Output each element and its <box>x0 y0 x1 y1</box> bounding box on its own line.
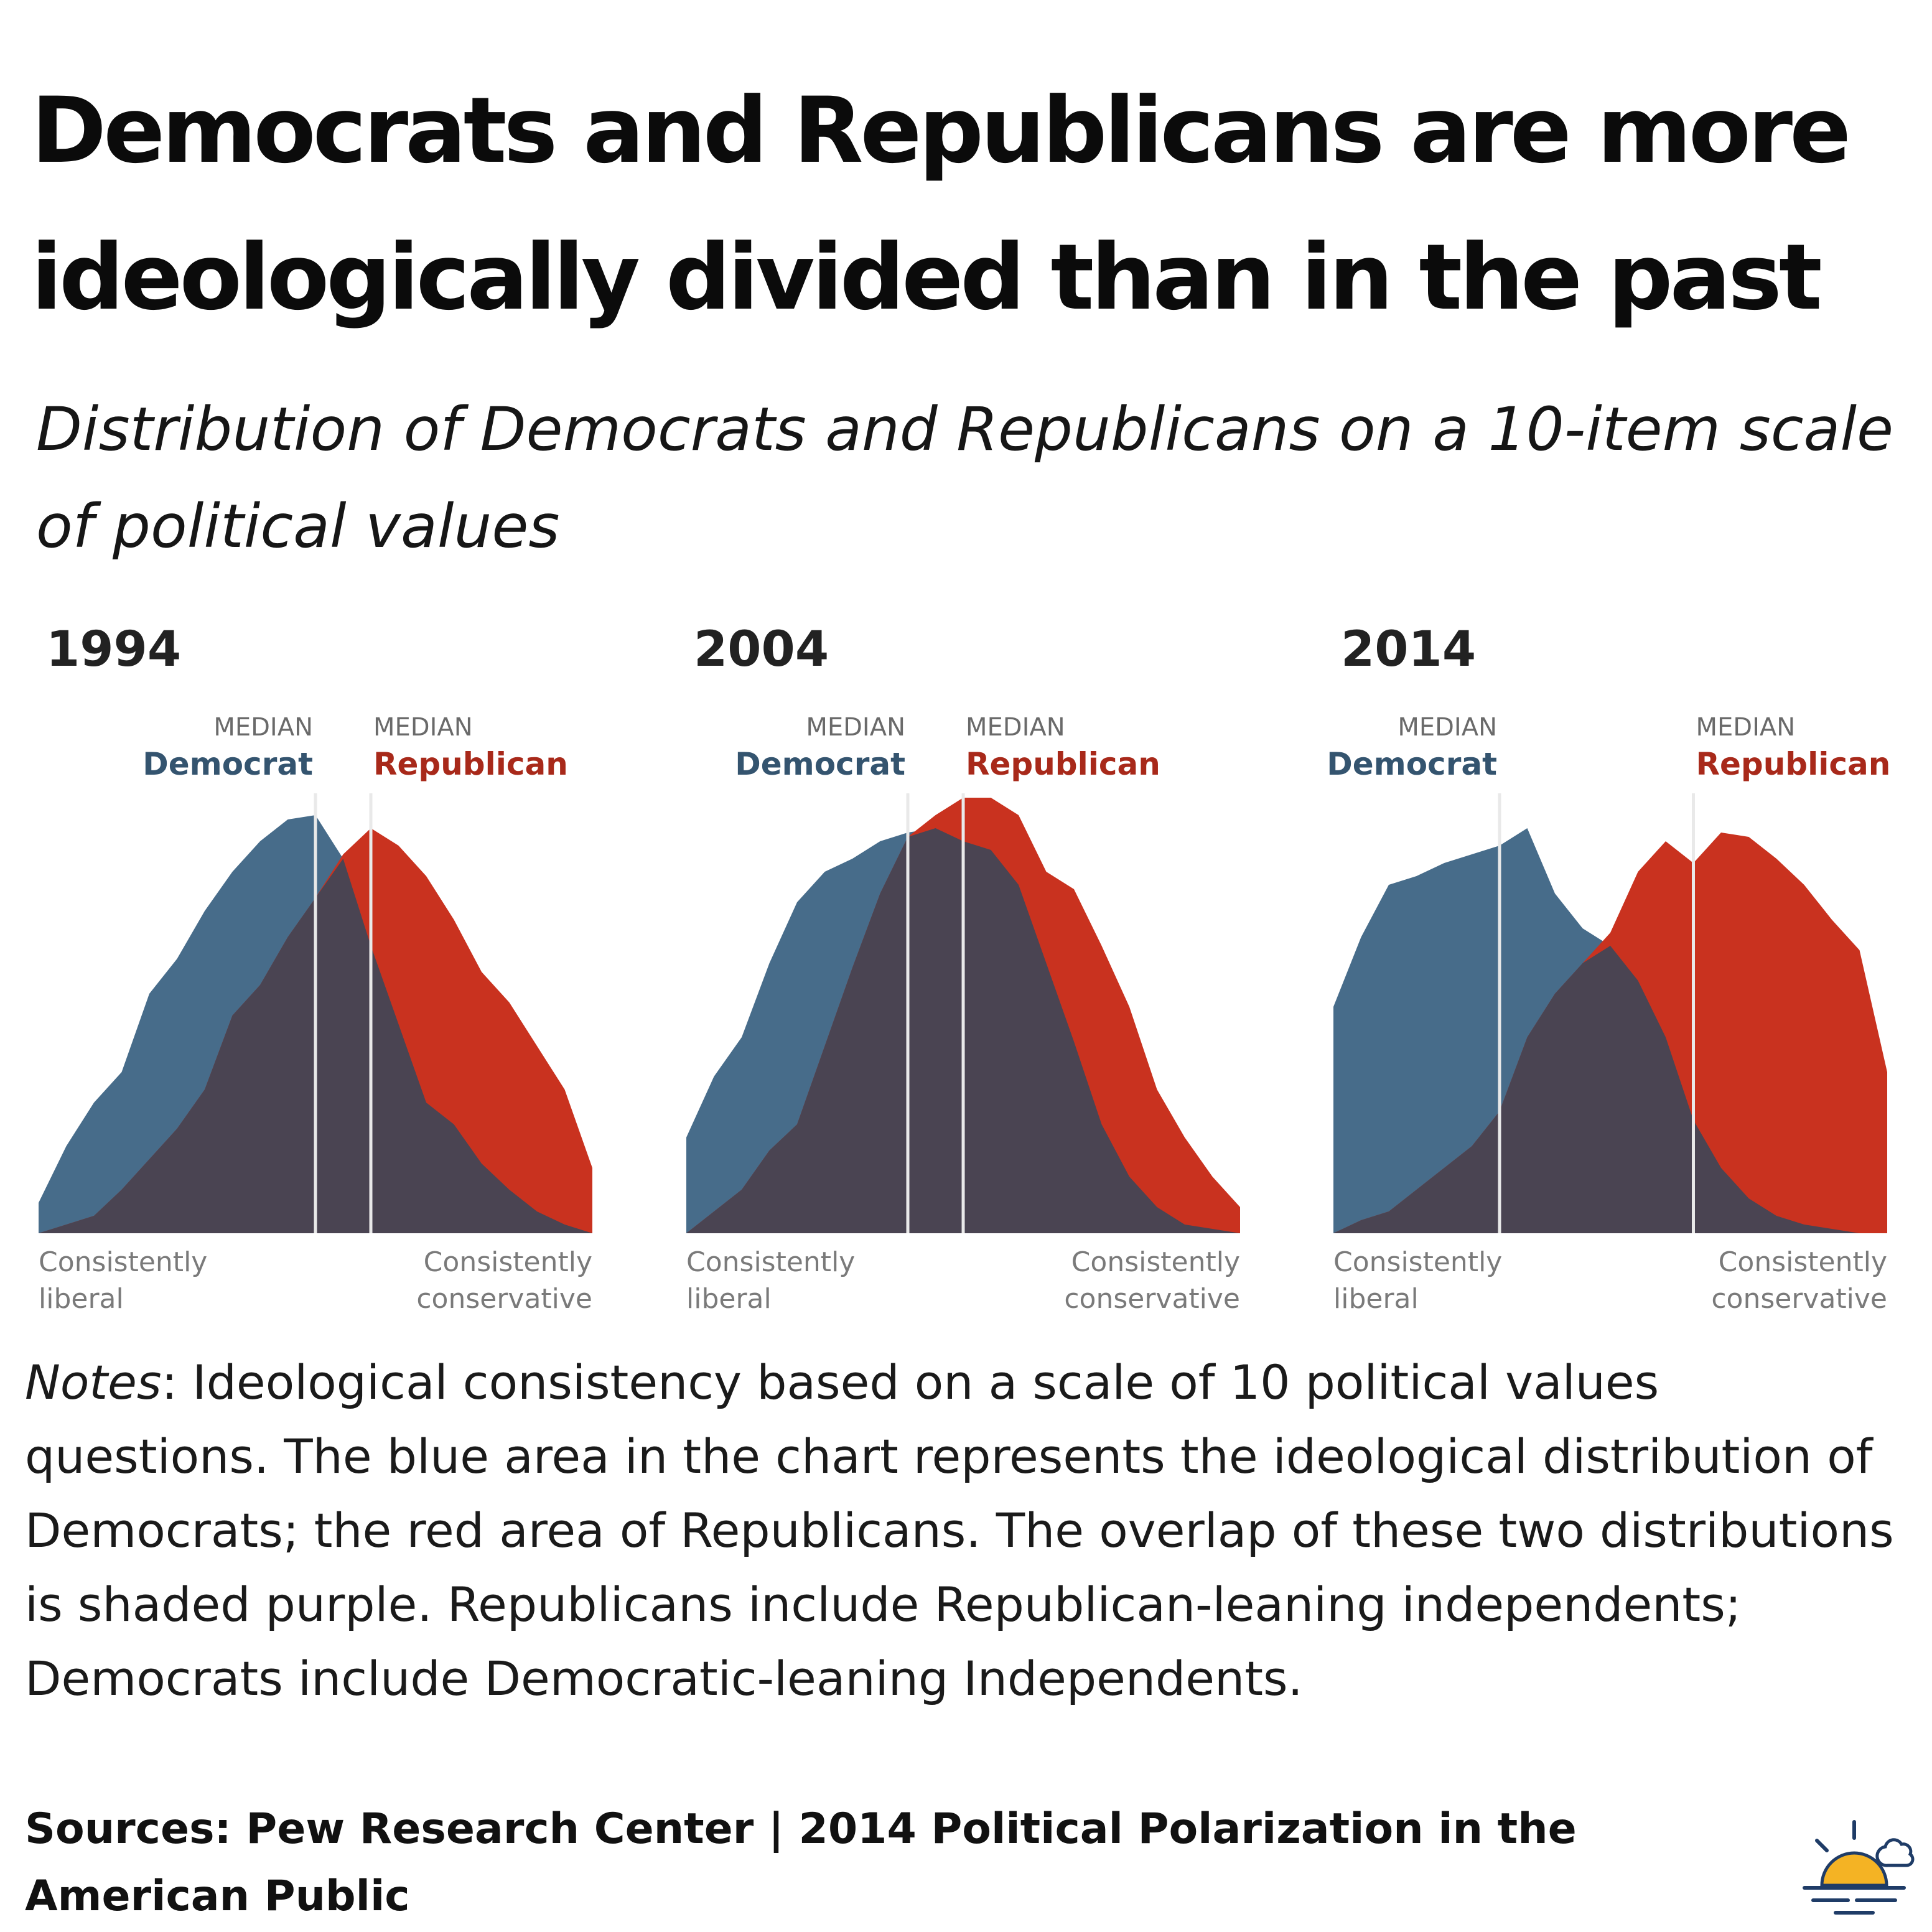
axis-label-conservative: Consistently <box>424 1246 592 1278</box>
republican-label: Republican <box>373 746 568 782</box>
chart-panel-2014 <box>1333 793 1887 1233</box>
democrat-label: Democrat <box>1327 746 1497 782</box>
chart-subtitle: Distribution of Democrats and Republican… <box>36 394 1894 561</box>
axis-label-conservative: Consistently <box>1071 1246 1240 1278</box>
chart-year-label: 1994 <box>46 622 181 678</box>
notes-lead: Notes <box>25 1355 162 1410</box>
median-label-republican: MEDIAN <box>1696 713 1796 742</box>
page-title: Democrats and Republicans are more ideol… <box>31 78 1851 330</box>
distribution-charts: 1994 MEDIAN Democrat MEDIAN Republican Consis… <box>39 622 1891 1315</box>
democrat-label: Democrat <box>735 746 905 782</box>
axis-label-conservative: conservative <box>416 1283 592 1315</box>
axis-label-conservative: Consistently <box>1719 1246 1887 1278</box>
median-label-republican: MEDIAN <box>966 713 1065 742</box>
axis-label-liberal: liberal <box>686 1283 772 1315</box>
republican-label: Republican <box>1696 746 1891 782</box>
axis-label-liberal: Consistently <box>1333 1246 1502 1278</box>
chart-panel-1994 <box>39 793 592 1233</box>
chart-year-label: 2014 <box>1341 622 1476 678</box>
sources: Sources: Pew Research Center | 2014 Poli… <box>25 1804 1577 1921</box>
notes-body: : Ideological consistency based on a sca… <box>25 1355 1894 1706</box>
median-label-democrat: MEDIAN <box>806 713 905 742</box>
notes: Notes: Ideological consistency based on … <box>25 1345 1916 1715</box>
sunrise-cloud-icon <box>1803 1820 1915 1915</box>
democrat-label: Democrat <box>142 746 313 782</box>
chart-year-label: 2004 <box>694 622 829 678</box>
overlap-area <box>1333 946 1887 1233</box>
chart-panel-2004 <box>686 793 1240 1233</box>
median-label-democrat: MEDIAN <box>213 713 313 742</box>
axis-label-liberal: Consistently <box>39 1246 207 1278</box>
median-label-republican: MEDIAN <box>373 713 473 742</box>
axis-label-conservative: conservative <box>1064 1283 1240 1315</box>
median-label-democrat: MEDIAN <box>1398 713 1497 742</box>
axis-label-liberal: Consistently <box>686 1246 855 1278</box>
axis-label-liberal: liberal <box>1333 1283 1419 1315</box>
republican-label: Republican <box>966 746 1160 782</box>
axis-label-conservative: conservative <box>1711 1283 1887 1315</box>
axis-label-liberal: liberal <box>39 1283 124 1315</box>
